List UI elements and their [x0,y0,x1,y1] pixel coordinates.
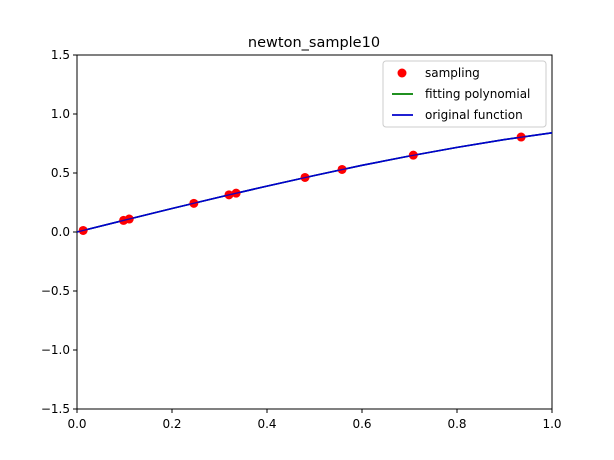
x-axis: 0.0 0.2 0.4 0.6 0.8 1.0 [67,409,562,431]
x-tick-label: 0.8 [447,417,466,431]
y-tick-label: 0.0 [51,225,70,239]
y-tick-label: 1.0 [51,107,70,121]
x-tick-label: 0.6 [352,417,371,431]
y-tick-label: 0.5 [51,166,70,180]
legend-box [382,60,547,128]
legend-label: original function [425,108,523,122]
legend: sampling fitting polynomial original funct… [382,60,547,128]
legend-marker [397,68,407,78]
legend-label: fitting polynomial [425,87,530,101]
chart-title: newton_sample10 [248,35,380,51]
x-tick-label: 0.0 [67,417,86,431]
y-tick-label: 1.5 [51,48,70,62]
y-tick-label: −1.0 [41,343,70,357]
y-tick-label: −1.5 [41,402,70,416]
y-axis: 1.5 1.0 0.5 0.0 −0.5 −1.0 −1.5 [41,48,77,416]
y-tick-label: −0.5 [41,284,70,298]
legend-label: sampling [425,66,480,80]
x-tick-label: 0.2 [162,417,181,431]
plot-content [76,132,553,235]
x-tick-label: 1.0 [542,417,561,431]
x-tick-label: 0.4 [257,417,276,431]
original-function-line-overlay [76,132,553,233]
